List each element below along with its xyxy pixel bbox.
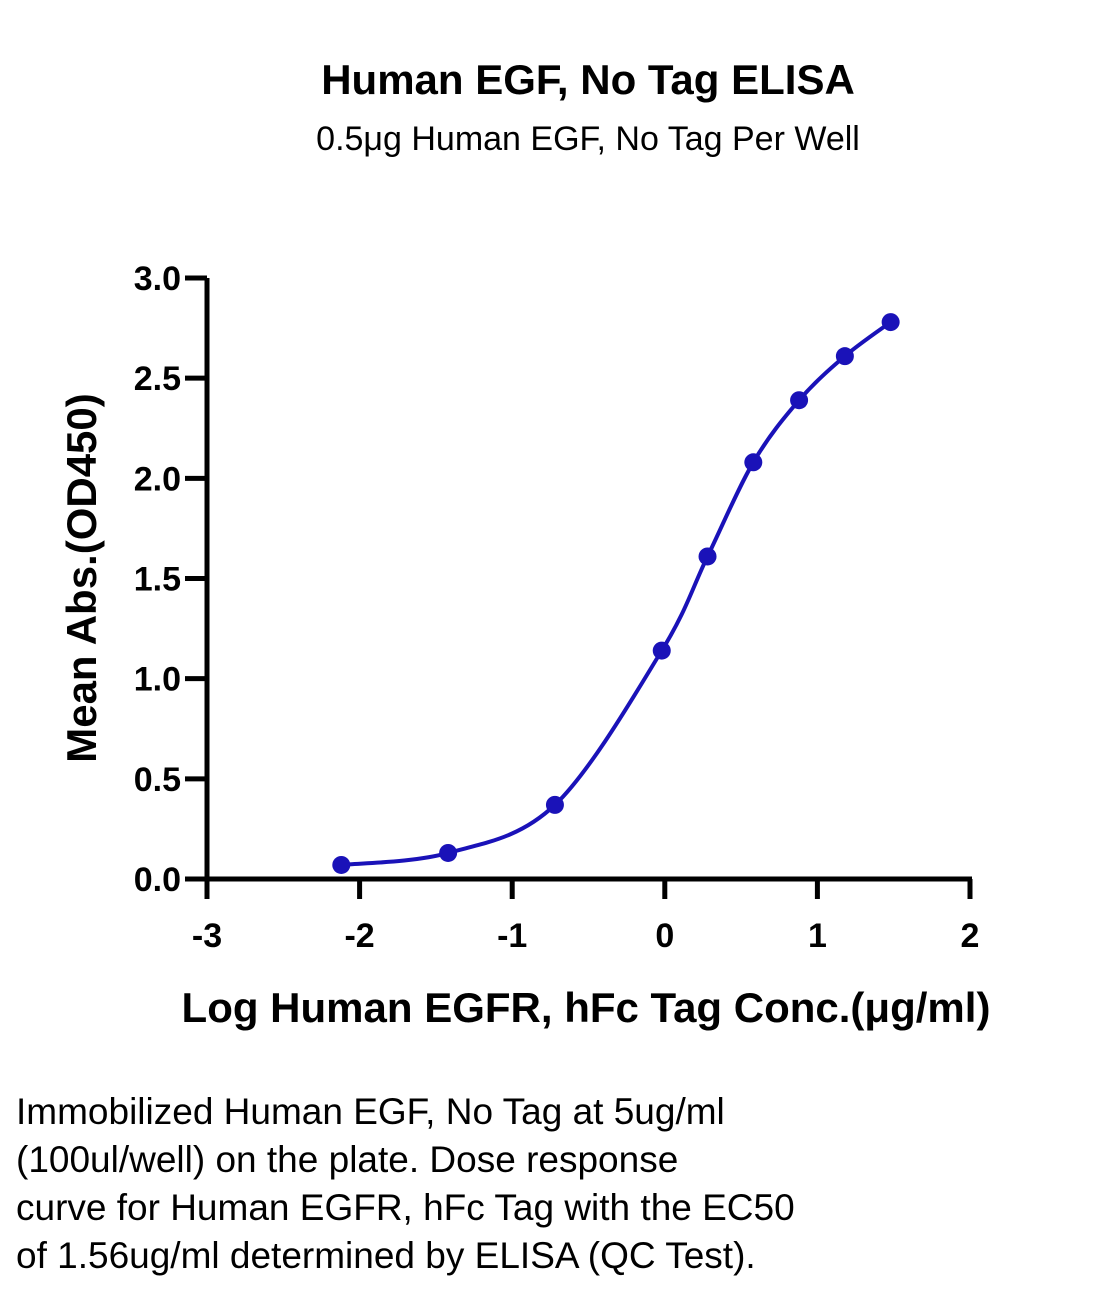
chart-title: Human EGF, No Tag ELISA bbox=[321, 56, 855, 103]
y-axis-title: Mean Abs.(OD450) bbox=[58, 393, 105, 763]
y-tick-label: 2.5 bbox=[134, 360, 181, 398]
x-axis-title: Log Human EGFR, hFc Tag Conc.(μg/ml) bbox=[182, 984, 991, 1031]
x-tick-label: 1 bbox=[808, 917, 827, 955]
x-tick-label: -1 bbox=[497, 917, 527, 955]
data-point bbox=[545, 795, 564, 814]
data-point bbox=[881, 313, 900, 332]
data-point bbox=[652, 641, 671, 660]
caption-line: curve for Human EGFR, hFc Tag with the E… bbox=[16, 1187, 795, 1228]
data-point bbox=[744, 453, 763, 472]
data-point bbox=[332, 855, 351, 874]
data-point bbox=[698, 547, 717, 566]
fit-curve bbox=[341, 320, 892, 867]
y-tick-label: 3.0 bbox=[134, 260, 181, 298]
data-point bbox=[790, 391, 809, 410]
data-point bbox=[835, 347, 854, 366]
caption-line: Immobilized Human EGF, No Tag at 5ug/ml bbox=[16, 1091, 725, 1132]
fit-curve-layer bbox=[341, 320, 892, 867]
caption-line: of 1.56ug/ml determined by ELISA (QC Tes… bbox=[16, 1235, 756, 1276]
axes: 0.0 0.5 1.0 1.5 2.0 2.5 3.0 -3 -2 -1 0 1 2 bbox=[134, 260, 980, 955]
y-tick-label: 1.0 bbox=[134, 661, 181, 699]
x-tick-label: -2 bbox=[344, 917, 374, 955]
data-point bbox=[439, 843, 458, 862]
chart-subtitle: 0.5μg Human EGF, No Tag Per Well bbox=[316, 120, 860, 158]
data-points-layer bbox=[332, 313, 900, 874]
x-tick-label: 2 bbox=[961, 917, 980, 955]
caption-line: (100ul/well) on the plate. Dose response bbox=[16, 1139, 679, 1180]
x-tick-label: 0 bbox=[655, 917, 674, 955]
figure-caption: Immobilized Human EGF, No Tag at 5ug/ml … bbox=[16, 1088, 1076, 1280]
y-tick-label: 1.5 bbox=[134, 561, 181, 599]
elisa-chart: Human EGF, No Tag ELISA 0.5μg Human EGF,… bbox=[58, 56, 991, 1031]
x-tick-label: -3 bbox=[192, 917, 222, 955]
y-tick-label: 0.5 bbox=[134, 761, 181, 799]
y-tick-label: 2.0 bbox=[134, 460, 181, 498]
y-tick-label: 0.0 bbox=[134, 861, 181, 899]
